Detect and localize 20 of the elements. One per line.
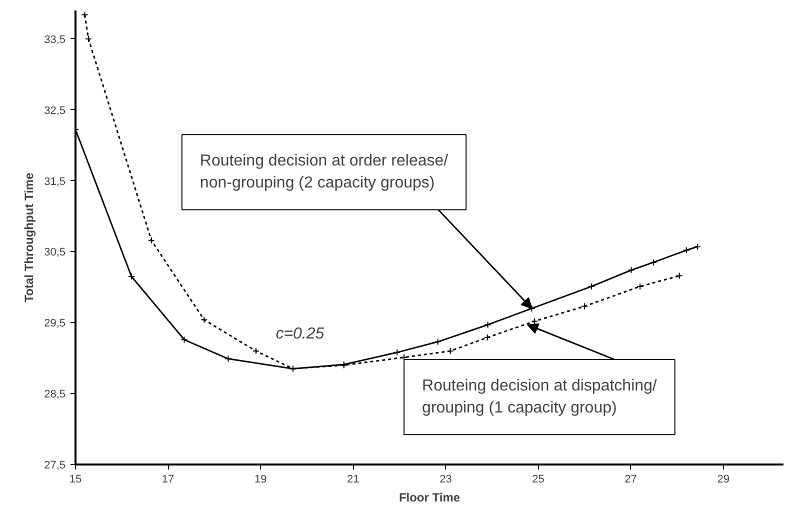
y-tick-label: 31,5 [44, 176, 66, 188]
annotation: Routeing decision at dispatching/ grouping (1 capacity group) [422, 378, 658, 417]
x-tick-label: 19 [254, 474, 267, 486]
x-axis-title: Floor Time [398, 490, 460, 504]
annotation: c=0.25 [276, 325, 324, 342]
x-tick-label: 29 [717, 474, 730, 486]
x-tick-label: 21 [347, 474, 360, 486]
y-tick-label: 32,5 [44, 104, 66, 117]
y-tick-label: 30,5 [44, 246, 66, 259]
x-tick-label: 25 [532, 474, 544, 486]
y-axis-title: Total Throughput Time [22, 172, 36, 302]
y-tick-label: 33,5 [44, 34, 66, 46]
y-tick-label: 27,5 [44, 460, 66, 472]
x-tick-label: 27 [624, 474, 637, 486]
x-tick-label: 17 [162, 474, 174, 486]
annotation: Routeing decision at order release/ non-grouping (2 capacity groups) [200, 152, 449, 192]
y-tick-label: 29,5 [44, 318, 66, 330]
x-tick-label: 23 [440, 474, 452, 486]
x-tick-label: 15 [69, 474, 82, 486]
y-tick-label: 28,5 [44, 388, 66, 401]
